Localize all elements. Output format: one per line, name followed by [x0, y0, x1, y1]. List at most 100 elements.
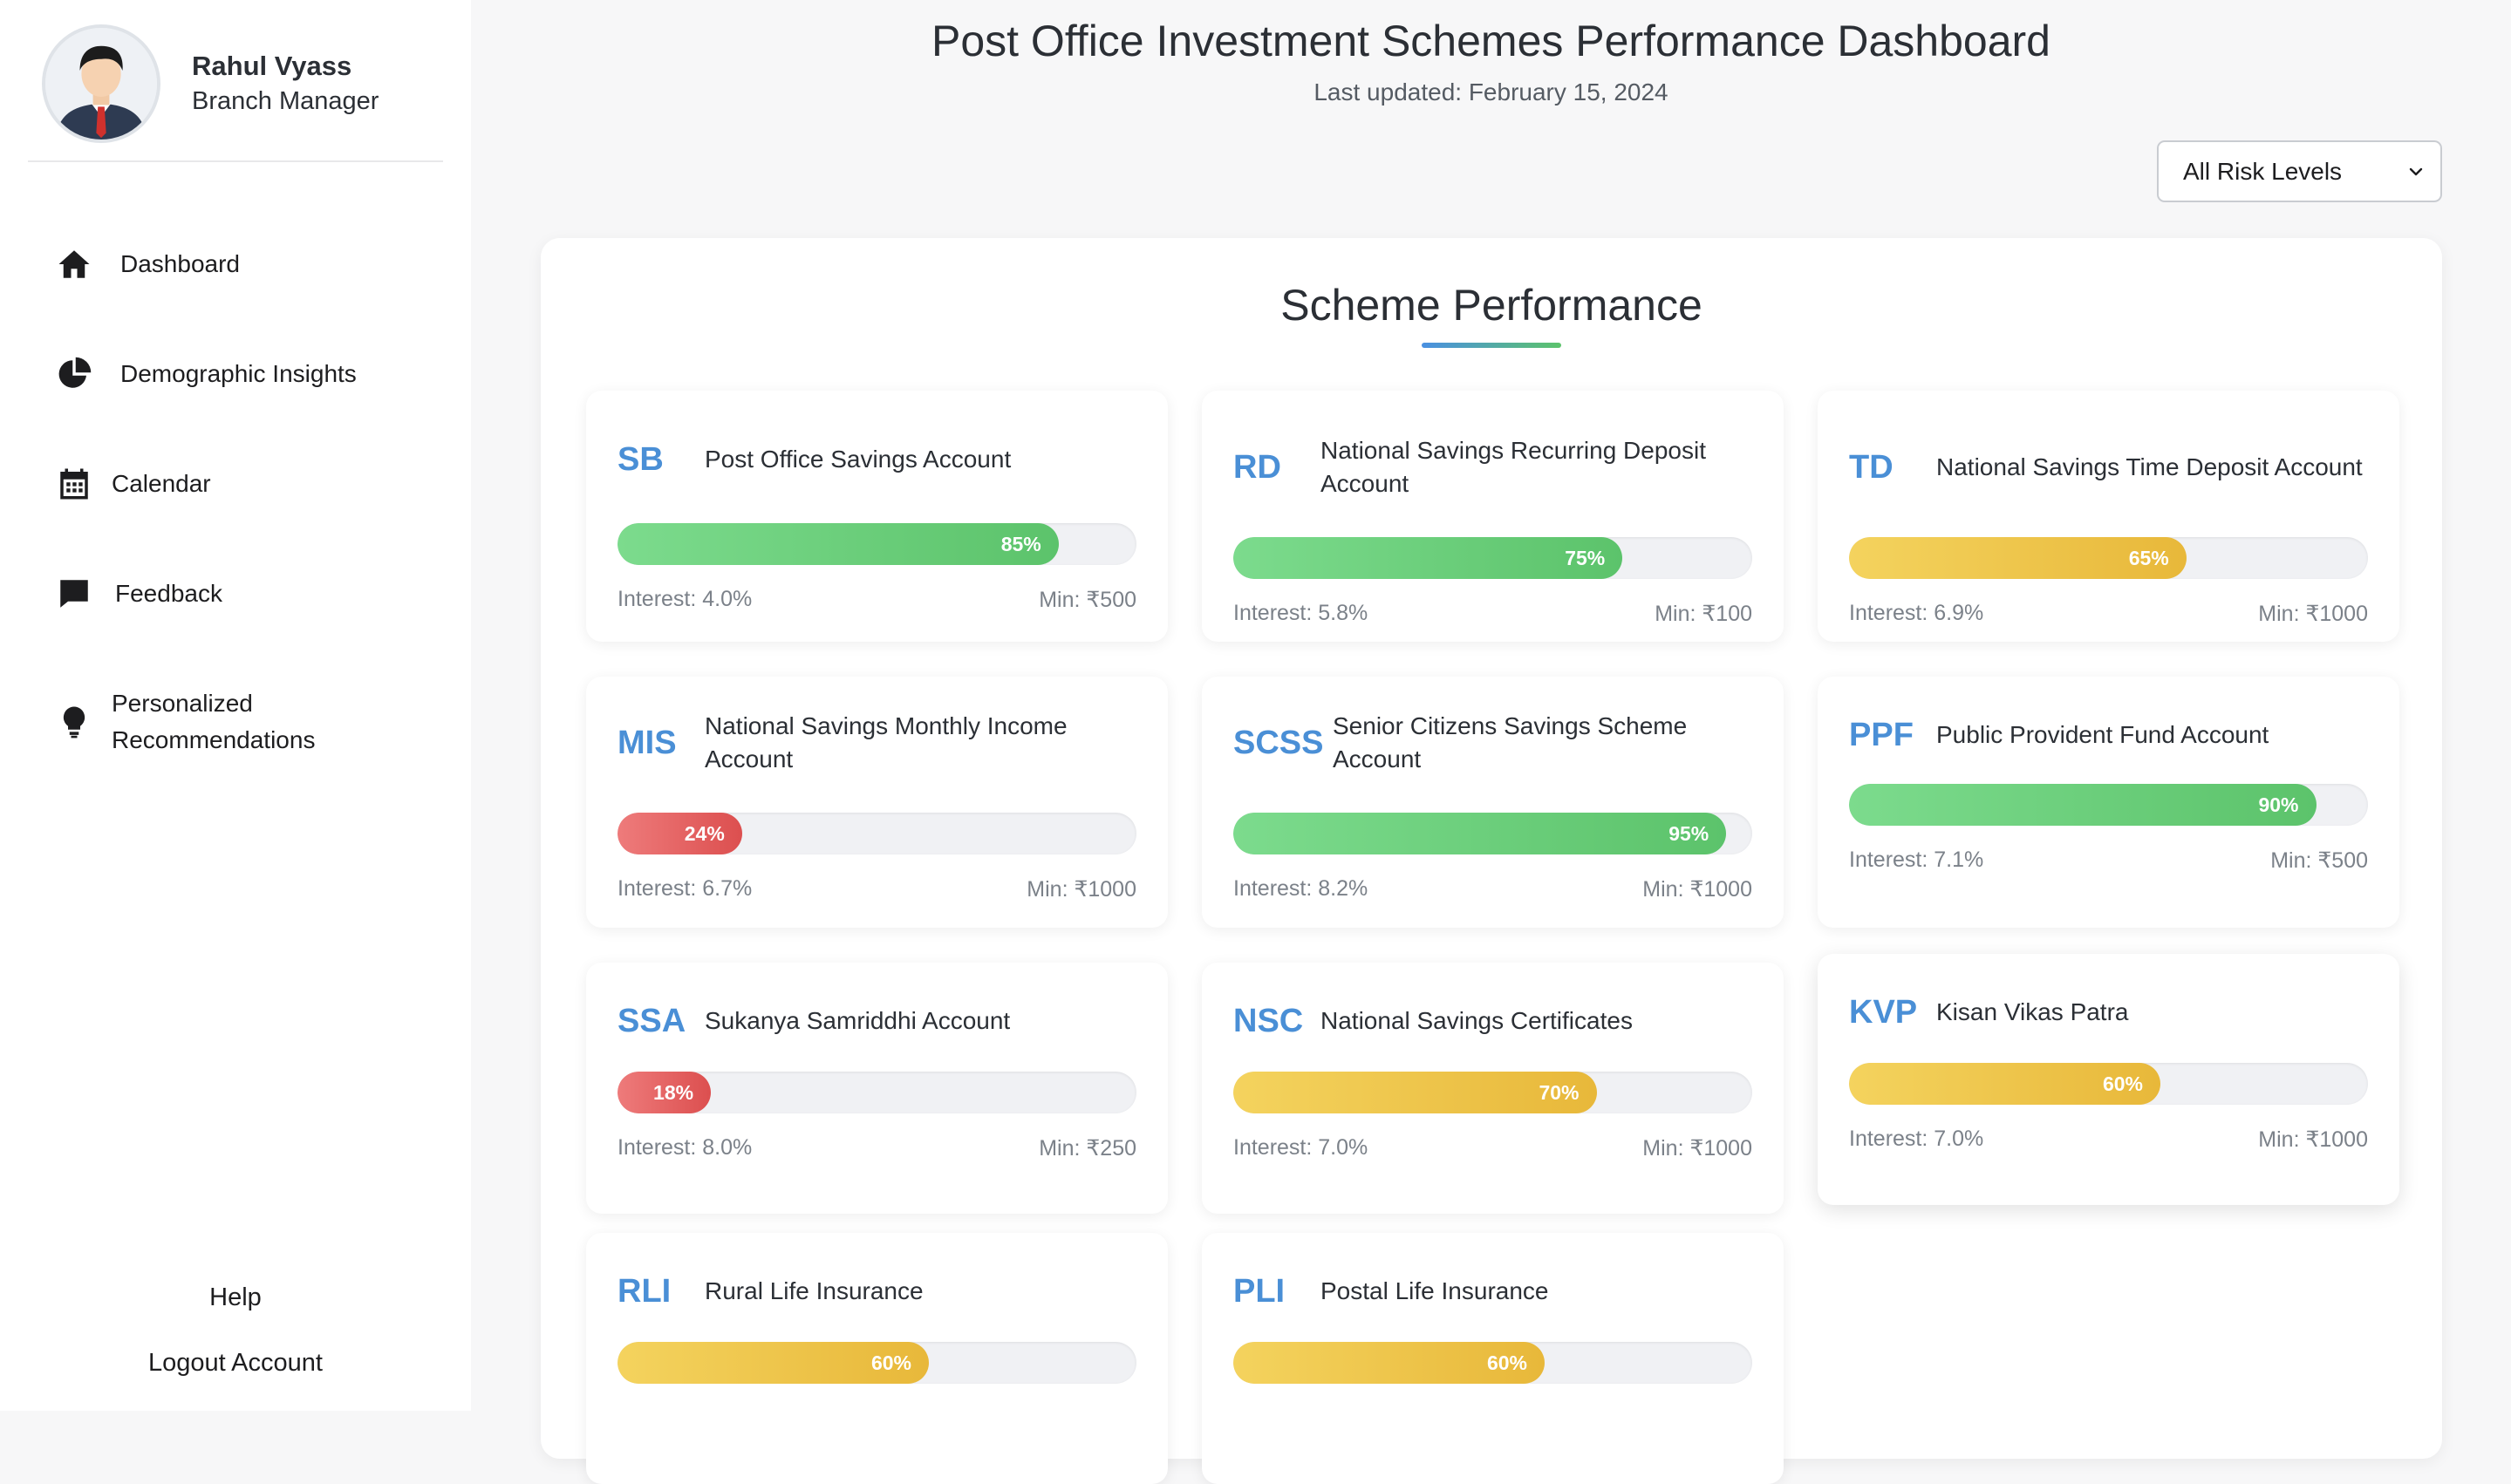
- scheme-abbr: RD: [1233, 448, 1281, 486]
- nav-item-dashboard[interactable]: Dashboard: [54, 244, 240, 284]
- scheme-abbr: TD: [1849, 448, 1893, 486]
- nav-label: Dashboard: [120, 250, 240, 277]
- scheme-meta: Interest: 6.7% Min: ₹1000: [618, 876, 1136, 902]
- scheme-name: Rural Life Insurance: [705, 1277, 924, 1304]
- card-header: RLI Rural Life Insurance: [618, 1257, 1136, 1325]
- card-header: PLI Postal Life Insurance: [1233, 1257, 1752, 1325]
- min-deposit: Min: ₹1000: [2258, 1127, 2368, 1152]
- risk-level-value: All Risk Levels: [2183, 157, 2343, 185]
- scheme-card-pli[interactable]: PLI Postal Life Insurance 60%: [1202, 1233, 1784, 1484]
- scheme-card-td[interactable]: TD National Savings Time Deposit Account…: [1818, 391, 2399, 642]
- scheme-name: Postal Life Insurance: [1320, 1277, 1549, 1304]
- scheme-meta: Interest: 6.9% Min: ₹1000: [1849, 601, 2368, 627]
- performance-bar: 18%: [618, 1072, 1136, 1113]
- scheme-abbr: PPF: [1849, 716, 1914, 753]
- interest-rate: Interest: 6.7%: [618, 876, 753, 901]
- home-icon: [54, 244, 94, 284]
- help-link[interactable]: Help: [209, 1283, 262, 1311]
- scheme-abbr: NSC: [1233, 1002, 1304, 1039]
- performance-fill: 65%: [1849, 537, 2187, 579]
- performance-fill: 60%: [1849, 1063, 2160, 1105]
- title-underline: [1422, 343, 1561, 348]
- performance-bar: 60%: [618, 1342, 1136, 1384]
- interest-rate: Interest: 5.8%: [1233, 601, 1368, 625]
- interest-rate: Interest: 8.2%: [1233, 876, 1368, 901]
- scheme-card-rli[interactable]: RLI Rural Life Insurance 60%: [586, 1233, 1168, 1484]
- interest-rate: Interest: 7.0%: [1849, 1127, 1984, 1151]
- scheme-abbr: MIS: [618, 724, 677, 761]
- page-title: Post Office Investment Schemes Performan…: [931, 17, 2050, 65]
- performance-fill: 18%: [618, 1072, 712, 1113]
- card-header: SB Post Office Savings Account: [618, 425, 1136, 494]
- performance-fill: 90%: [1849, 784, 2317, 826]
- min-deposit: Min: ₹1000: [1642, 877, 1752, 902]
- scheme-card-sb[interactable]: SB Post Office Savings Account 85% Inter…: [586, 391, 1168, 642]
- scheme-card-mis[interactable]: MIS National Savings Monthly Income Acco…: [586, 677, 1168, 928]
- scheme-name: National Savings Monthly Income Account: [705, 712, 1068, 773]
- performance-bar: 95%: [1233, 813, 1752, 854]
- nav-label: Calendar: [112, 470, 211, 497]
- performance-fill: 75%: [1233, 537, 1623, 579]
- card-header: PPF Public Provident Fund Account: [1849, 701, 2368, 769]
- scheme-abbr: SSA: [618, 1002, 686, 1039]
- logout-link[interactable]: Logout Account: [148, 1349, 323, 1377]
- nav-label: Personalized Recommendations: [112, 690, 316, 753]
- sidebar: Rahul Vyass Branch Manager Dashboard Dem…: [0, 0, 471, 1411]
- performance-fill: 70%: [1233, 1072, 1597, 1113]
- scheme-card-ppf[interactable]: PPF Public Provident Fund Account 90% In…: [1818, 677, 2399, 928]
- nav-item-feedback[interactable]: Feedback: [54, 574, 222, 614]
- performance-bar: 85%: [618, 523, 1136, 565]
- card-header: KVP Kisan Vikas Patra: [1849, 978, 2368, 1046]
- panel-title: Scheme Performance: [1280, 281, 1702, 330]
- scheme-card-ssa[interactable]: SSA Sukanya Samriddhi Account 18% Intere…: [586, 963, 1168, 1214]
- scheme-card-scss[interactable]: SCSS Senior Citizens Savings Scheme Acco…: [1202, 677, 1784, 928]
- card-header: RD National Savings Recurring Deposit Ac…: [1233, 425, 1752, 509]
- scheme-meta: Interest: 8.2% Min: ₹1000: [1233, 876, 1752, 902]
- min-deposit: Min: ₹1000: [1027, 877, 1136, 902]
- card-header: SCSS Senior Citizens Savings Scheme Acco…: [1233, 701, 1752, 785]
- min-deposit: Min: ₹100: [1655, 602, 1752, 626]
- scheme-card-kvp[interactable]: KVP Kisan Vikas Patra 60% Interest: 7.0%…: [1818, 954, 2399, 1205]
- chevron-down-icon: [2409, 167, 2423, 176]
- min-deposit: Min: ₹250: [1039, 1136, 1136, 1161]
- scheme-name: Kisan Vikas Patra: [1936, 998, 2129, 1025]
- avatar[interactable]: [42, 24, 160, 143]
- card-header: SSA Sukanya Samriddhi Account: [618, 987, 1136, 1055]
- scheme-performance-panel: Scheme Performance SB Post Office Saving…: [541, 238, 2442, 1484]
- scheme-abbr: SCSS: [1233, 724, 1324, 761]
- user-role: Branch Manager: [192, 87, 379, 115]
- interest-rate: Interest: 7.0%: [1233, 1135, 1368, 1160]
- chat-bubble-icon: [54, 574, 94, 614]
- nav-item-personalized-recommendations[interactable]: Personalized Recommendations: [54, 685, 365, 759]
- min-deposit: Min: ₹1000: [2258, 602, 2368, 626]
- card-header: NSC National Savings Certificates: [1233, 987, 1752, 1055]
- interest-rate: Interest: 4.0%: [618, 587, 753, 611]
- scheme-meta: Interest: 4.0% Min: ₹500: [618, 587, 1136, 613]
- performance-bar: 65%: [1849, 537, 2368, 579]
- scheme-meta: Interest: 8.0% Min: ₹250: [618, 1135, 1136, 1161]
- performance-bar: 24%: [618, 813, 1136, 854]
- card-header: MIS National Savings Monthly Income Acco…: [618, 701, 1136, 785]
- nav-item-calendar[interactable]: Calendar: [54, 464, 211, 504]
- scheme-card-nsc[interactable]: NSC National Savings Certificates 70% In…: [1202, 963, 1784, 1214]
- performance-bar: 60%: [1233, 1342, 1752, 1384]
- performance-fill: 85%: [618, 523, 1059, 565]
- scheme-meta: Interest: 7.0% Min: ₹1000: [1849, 1127, 2368, 1153]
- interest-rate: Interest: 6.9%: [1849, 601, 1984, 625]
- interest-rate: Interest: 7.1%: [1849, 848, 1984, 872]
- scheme-name: Sukanya Samriddhi Account: [705, 1007, 1011, 1034]
- calendar-icon: [54, 464, 94, 504]
- scheme-name: Senior Citizens Savings Scheme Account: [1333, 712, 1688, 773]
- scheme-abbr: SB: [618, 440, 664, 478]
- scheme-card-rd[interactable]: RD National Savings Recurring Deposit Ac…: [1202, 391, 1784, 642]
- risk-level-select[interactable]: All Risk Levels: [2157, 140, 2442, 202]
- scheme-name: National Savings Time Deposit Account: [1936, 453, 2363, 480]
- nav-label: Demographic Insights: [120, 360, 357, 387]
- min-deposit: Min: ₹1000: [1642, 1136, 1752, 1161]
- performance-fill: 60%: [618, 1342, 929, 1384]
- performance-fill: 95%: [1233, 813, 1727, 854]
- min-deposit: Min: ₹500: [2270, 848, 2368, 873]
- nav-item-demographic-insights[interactable]: Demographic Insights: [54, 354, 357, 394]
- nav-label: Feedback: [115, 580, 222, 607]
- scheme-name: National Savings Recurring Deposit Accou…: [1320, 437, 1706, 497]
